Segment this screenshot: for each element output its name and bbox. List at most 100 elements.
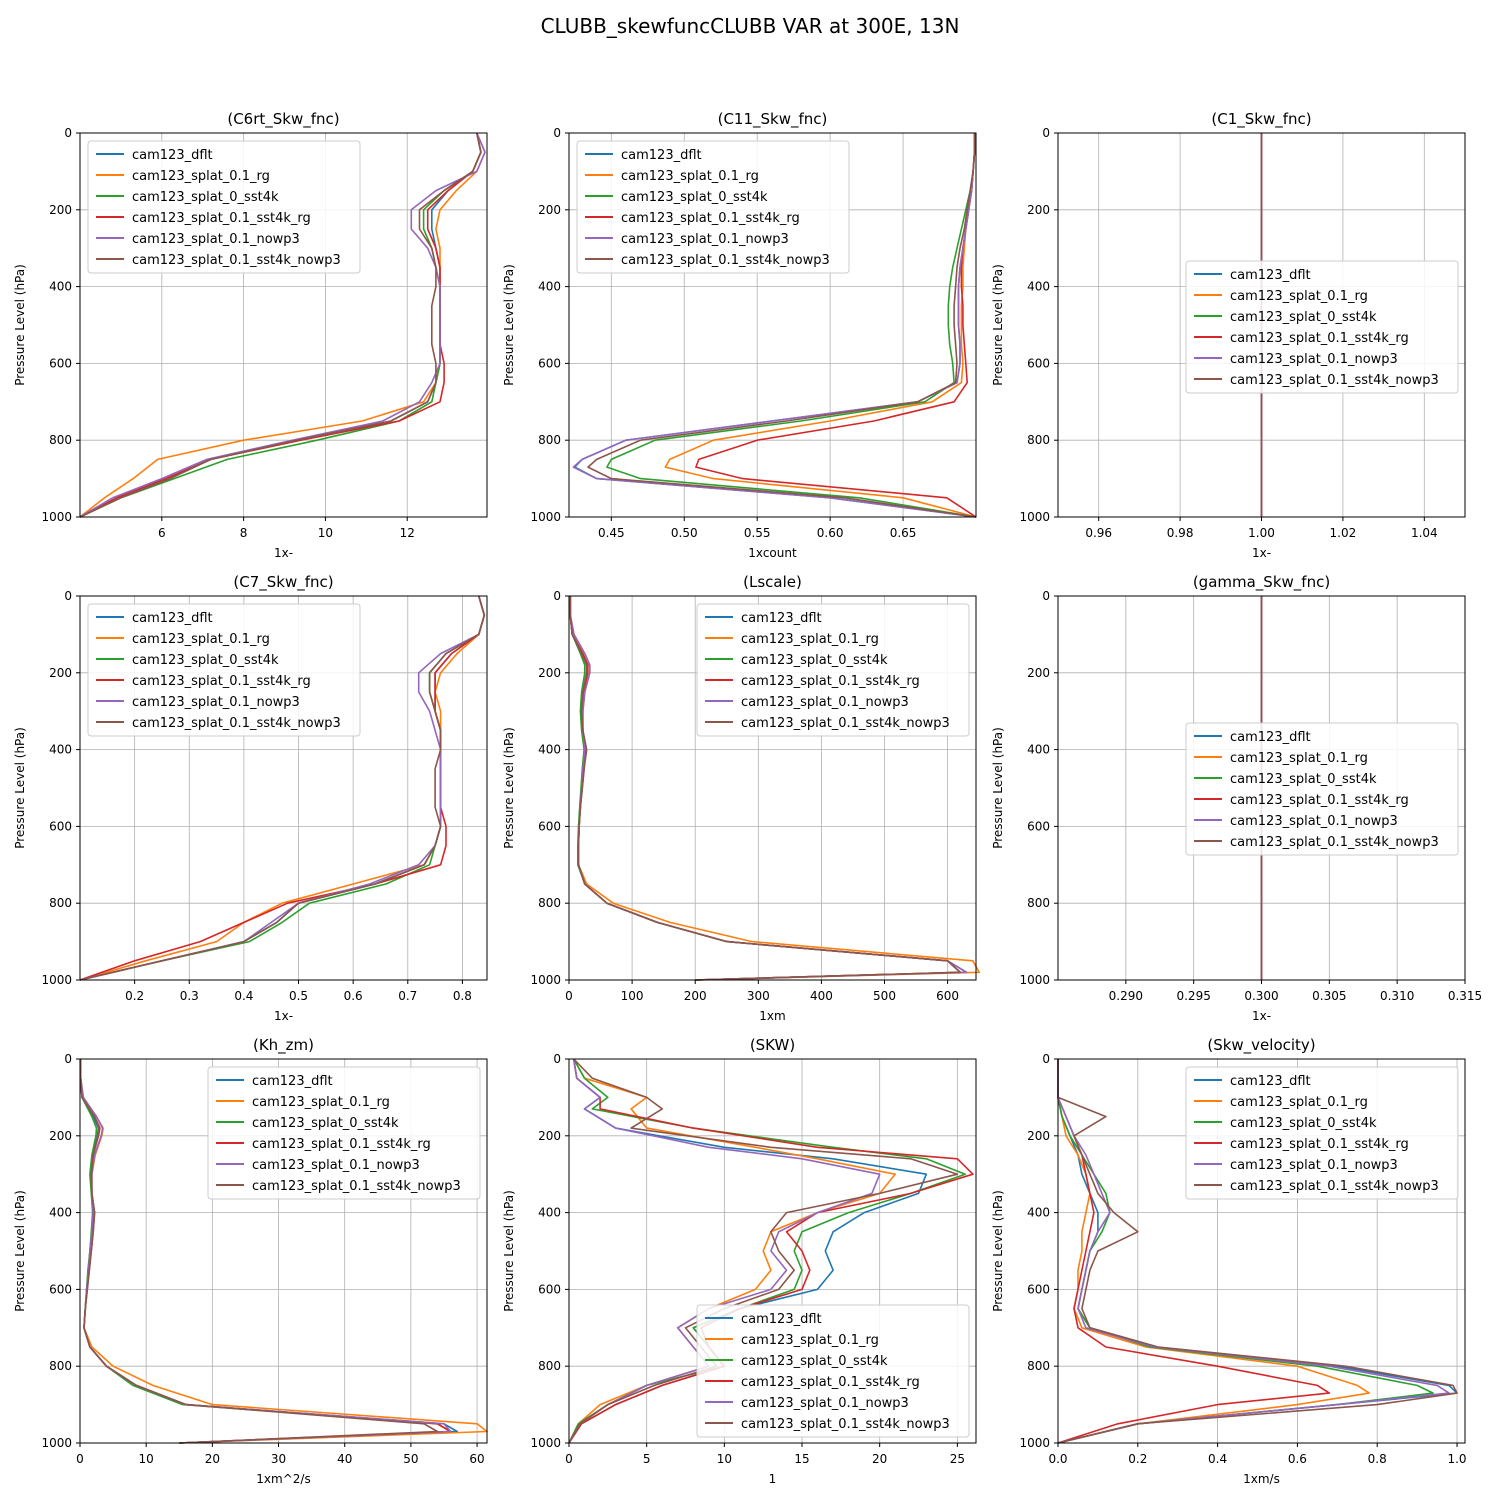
y-tick-label: 400 [538,743,561,757]
x-tick-label: 500 [873,989,896,1003]
y-axis-label: Pressure Level (hPa) [991,1190,1005,1312]
legend-label: cam123_splat_0.1_rg [741,1333,879,1348]
y-tick-label: 200 [1027,1129,1050,1143]
x-tick-label: 0.5 [289,989,308,1003]
y-tick-label: 0 [553,589,561,603]
x-axis-label: 1xm^2/s [256,1472,310,1486]
x-tick-label: 0 [565,1452,573,1466]
legend-label: cam123_splat_0_sst4k [741,1354,888,1369]
subplot-title: (SKW) [750,1036,795,1054]
y-tick-label: 0 [1042,1052,1050,1066]
y-tick-label: 800 [49,896,72,910]
x-axis-label: 1 [769,1472,777,1486]
x-tick-label: 0.4 [234,989,253,1003]
legend-label: cam123_splat_0.1_rg [132,632,270,647]
x-tick-label: 0.295 [1176,989,1210,1003]
legend-label: cam123_splat_0_sst4k [132,653,279,668]
y-tick-label: 200 [538,203,561,217]
legend: cam123_dflt cam123_splat_0.1_rg cam123_spl… [576,140,850,274]
legend-label: cam123_splat_0_sst4k [252,1116,399,1131]
legend-label: cam123_splat_0_sst4k [132,190,279,205]
legend-box [576,140,850,274]
x-tick-label: 0.310 [1380,989,1414,1003]
legend-label: cam123_dflt [132,611,213,626]
y-tick-label: 800 [49,1359,72,1373]
axes-frame [79,1058,488,1444]
y-tick-label: 200 [538,1129,561,1143]
legend-label: cam123_splat_0.1_nowp3 [132,695,300,710]
axes-frame [568,132,977,518]
x-tick-label: 1.00 [1248,526,1275,540]
y-tick-label: 1000 [530,510,561,524]
x-tick-label: 0.50 [671,526,698,540]
subplot-title: (C6rt_Skw_fnc) [227,110,339,129]
y-axis-label: Pressure Level (hPa) [991,727,1005,849]
y-tick-label: 400 [538,280,561,294]
x-tick-label: 0.96 [1085,526,1112,540]
series-line-cam123-splat-0-1-rg [1057,1059,1370,1444]
legend-label: cam123_splat_0.1_sst4k_rg [132,674,311,689]
legend-box [1185,722,1459,856]
subplot-title: (C1_Skw_fnc) [1211,110,1311,129]
legend-label: cam123_dflt [1230,730,1311,745]
legend-box [1185,1066,1459,1200]
y-tick-label: 600 [49,819,72,833]
x-tick-label: 0.98 [1167,526,1194,540]
y-tick-label: 200 [49,203,72,217]
x-tick-label: 0.2 [125,989,144,1003]
x-tick-label: 0.8 [453,989,472,1003]
y-tick-label: 600 [49,356,72,370]
x-tick-label: 100 [621,989,644,1003]
x-tick-label: 0.315 [1448,989,1482,1003]
legend-label: cam123_splat_0_sst4k [1230,772,1377,787]
legend-label: cam123_splat_0_sst4k [621,190,768,205]
y-axis-label: Pressure Level (hPa) [13,1190,27,1312]
axes-frame [79,132,488,518]
legend-box [696,603,970,737]
legend-label: cam123_splat_0.1_sst4k_nowp3 [1230,835,1439,850]
x-tick-label: 300 [747,989,770,1003]
legend-label: cam123_dflt [741,1312,822,1327]
y-tick-label: 0 [1042,589,1050,603]
x-tick-label: 10 [139,1452,154,1466]
series-line-cam123-splat-0-1-sst4k-nowp3 [568,1058,959,1444]
series-line-cam123-splat-0-1-sst4k-nowp3 [79,595,486,981]
x-tick-label: 40 [337,1452,352,1466]
y-tick-label: 0 [64,1052,72,1066]
legend-label: cam123_splat_0.1_sst4k_rg [741,1375,920,1390]
legend-label: cam123_splat_0.1_sst4k_nowp3 [621,253,830,268]
y-tick-label: 1000 [41,510,72,524]
legend: cam123_dflt cam123_splat_0.1_rg cam123_spl… [207,1066,481,1200]
x-tick-label: 1.04 [1411,526,1438,540]
legend: cam123_dflt cam123_splat_0.1_rg cam123_spl… [1185,1066,1459,1200]
y-tick-label: 0 [64,589,72,603]
legend-label: cam123_splat_0.1_nowp3 [741,695,909,710]
x-tick-label: 0.60 [817,526,844,540]
y-tick-label: 600 [538,356,561,370]
legend-label: cam123_splat_0.1_nowp3 [132,232,300,247]
x-tick-label: 0.290 [1109,989,1143,1003]
legend-label: cam123_splat_0.1_rg [252,1095,390,1110]
x-tick-label: 20 [872,1452,887,1466]
figure-title: CLUBB_skewfuncCLUBB VAR at 300E, 13N [540,14,960,38]
y-axis-label: Pressure Level (hPa) [502,727,516,849]
x-tick-label: 1.0 [1447,1452,1466,1466]
legend-label: cam123_splat_0.1_rg [132,169,270,184]
legend: cam123_dflt cam123_splat_0.1_rg cam123_spl… [87,140,361,274]
legend-label: cam123_splat_0.1_sst4k_nowp3 [132,253,341,268]
legend-label: cam123_splat_0.1_sst4k_rg [621,211,800,226]
y-tick-label: 600 [1027,356,1050,370]
legend-label: cam123_dflt [1230,268,1311,283]
y-tick-label: 400 [538,1206,561,1220]
y-tick-label: 0 [64,126,72,140]
series-line-cam123-splat-0-1-sst4k-nowp3 [1057,1059,1458,1444]
legend-label: cam123_splat_0.1_sst4k_nowp3 [741,1417,950,1432]
axes-frame [1057,1058,1466,1444]
legend-label: cam123_dflt [1230,1074,1311,1089]
x-tick-label: 0 [565,989,573,1003]
legend-box [87,603,361,737]
legend-label: cam123_splat_0_sst4k [1230,1116,1377,1131]
y-axis-label: Pressure Level (hPa) [13,264,27,386]
legend-box [1185,260,1459,394]
